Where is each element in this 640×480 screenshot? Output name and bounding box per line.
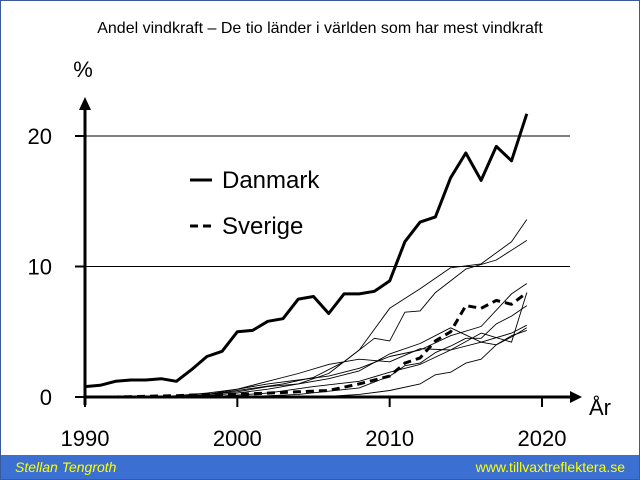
y-tick-label-0: 0 <box>40 385 52 410</box>
y-axis-label: % <box>73 57 93 82</box>
tick-labels: 1990 2000 2010 2020 0 10 20% År <box>28 57 611 451</box>
axes <box>75 97 582 407</box>
chart-title: Andel vindkraft – De tio länder i världe… <box>97 20 543 37</box>
x-axis-label: År <box>589 395 611 420</box>
series-line-10 <box>298 327 528 398</box>
x-tick-label-2010: 2010 <box>365 426 414 451</box>
series-line-8 <box>237 305 528 398</box>
legend: Danmark Sverige <box>190 167 320 240</box>
series-line-danmark <box>84 113 529 389</box>
gridlines <box>85 135 570 267</box>
legend-label-danmark: Danmark <box>222 167 320 194</box>
x-tick-label-1990: 1990 <box>61 426 110 451</box>
series-line-6 <box>176 283 528 398</box>
x-tick-label-2020: 2020 <box>518 426 567 451</box>
x-axis-arrow <box>570 391 582 403</box>
x-tick-label-2000: 2000 <box>213 426 262 451</box>
legend-label-sverige: Sverige <box>222 213 303 240</box>
website-link[interactable]: www.tillvaxtreflektera.se <box>475 459 625 475</box>
author-name: Stellan Tengroth <box>15 459 117 475</box>
series-line-sverige <box>85 291 528 399</box>
y-tick-label-20: 20 <box>28 124 52 149</box>
footer-bar: Stellan Tengroth www.tillvaxtreflektera.… <box>1 455 639 479</box>
y-tick-label-10: 10 <box>28 255 52 280</box>
series-line-4 <box>191 240 528 398</box>
y-axis-arrow <box>79 97 91 110</box>
series-line-9 <box>206 329 527 398</box>
series-lines <box>84 113 529 399</box>
